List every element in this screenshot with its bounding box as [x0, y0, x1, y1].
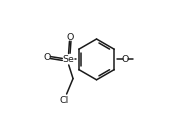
Text: O: O: [44, 53, 51, 62]
Text: Se: Se: [62, 55, 74, 64]
Text: O: O: [66, 32, 74, 42]
Text: O: O: [122, 55, 129, 64]
Text: Cl: Cl: [60, 96, 69, 105]
